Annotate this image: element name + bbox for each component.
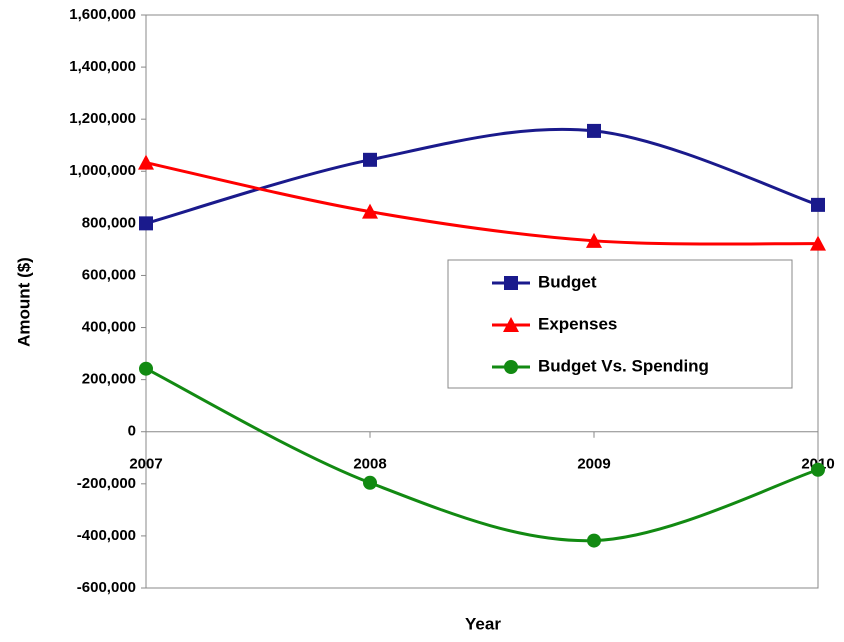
y-tick-label: -400,000	[77, 527, 136, 544]
data-point	[139, 361, 153, 376]
y-tick-label: 800,000	[82, 214, 136, 231]
series-line	[145, 161, 819, 246]
data-point	[811, 462, 825, 477]
data-point	[362, 203, 378, 219]
y-tick-label: 1,200,000	[69, 110, 136, 127]
legend-label: Budget Vs. Spending	[538, 356, 709, 375]
y-tick-label: -200,000	[77, 475, 136, 492]
plot-frame	[145, 14, 819, 589]
data-point	[811, 197, 825, 212]
legend-marker	[504, 360, 518, 374]
data-point	[587, 533, 601, 548]
y-tick-label: 1,400,000	[69, 58, 136, 75]
legend-label: Budget	[538, 272, 597, 291]
x-tick-label: 2007	[129, 456, 162, 473]
data-point	[363, 152, 377, 167]
data-point	[586, 232, 602, 248]
y-tick-label: 0	[128, 423, 136, 440]
y-axis-title: Amount ($)	[14, 257, 33, 347]
legend-marker	[504, 276, 518, 290]
legend-label: Expenses	[538, 314, 617, 333]
y-tick-label: 600,000	[82, 266, 136, 283]
y-tick-label: 1,000,000	[69, 162, 136, 179]
y-tick-label: -600,000	[77, 579, 136, 596]
data-point	[363, 475, 377, 490]
x-axis-title: Year	[465, 614, 501, 633]
data-point	[810, 235, 826, 251]
x-tick-label: 2008	[353, 456, 386, 473]
legend: Budget Expenses Budget Vs. Spending	[447, 259, 793, 389]
series-line	[145, 367, 819, 543]
legend-marker	[503, 317, 519, 332]
data-point	[139, 216, 153, 231]
series-line	[145, 127, 819, 225]
y-tick-label: 400,000	[82, 319, 136, 336]
data-point	[587, 123, 601, 138]
data-point	[138, 154, 154, 170]
y-tick-label: 200,000	[82, 371, 136, 388]
x-tick-label: 2009	[577, 456, 610, 473]
y-tick-label: 1,600,000	[69, 6, 136, 23]
